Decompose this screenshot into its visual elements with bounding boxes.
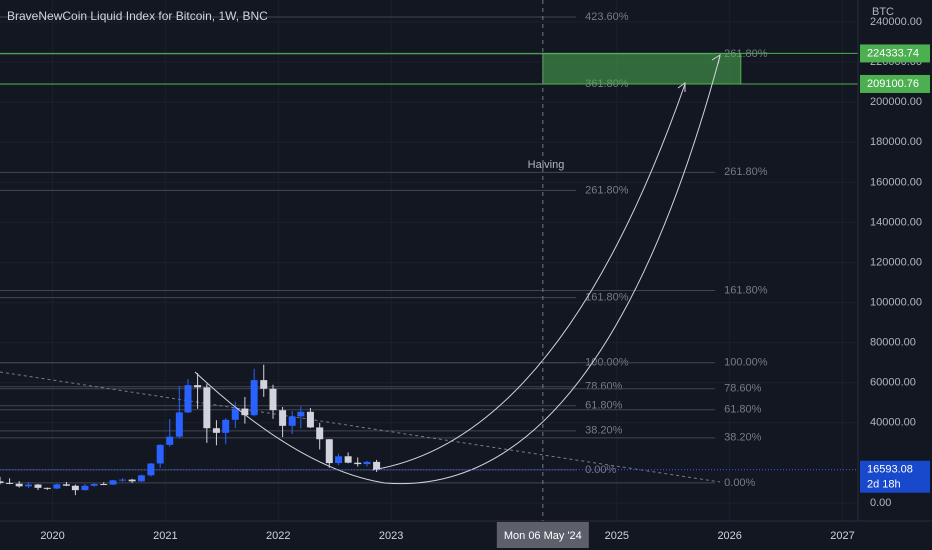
candle-body xyxy=(0,481,4,483)
candle-body xyxy=(316,427,324,440)
candle-body xyxy=(62,484,70,486)
projection-arc xyxy=(371,83,686,471)
price-tag-label: 16593.08 xyxy=(867,464,913,476)
fib-label: 38.20% xyxy=(724,432,762,444)
candle-body xyxy=(363,461,371,465)
crosshair-label: Mon 06 May '24 xyxy=(504,530,582,542)
candle-body xyxy=(156,444,164,464)
grid xyxy=(0,0,858,521)
y-tick-label: 240000.00 xyxy=(870,16,922,28)
candle-body xyxy=(260,380,268,389)
target-box xyxy=(542,52,742,85)
candle-body xyxy=(354,462,362,465)
fib-label: 423.60% xyxy=(585,11,629,23)
x-tick-label: 2023 xyxy=(379,530,403,542)
candle-body xyxy=(184,385,192,413)
candles xyxy=(0,364,381,496)
candle-body xyxy=(231,408,239,420)
fib-label: 61.80% xyxy=(724,404,762,416)
price-tag xyxy=(860,460,930,493)
x-tick-label: 2026 xyxy=(717,530,741,542)
fib-label: 261.80% xyxy=(585,184,629,196)
price-tag-label: 209100.76 xyxy=(867,78,919,90)
candle-body xyxy=(250,380,258,416)
x-tick-label: 2027 xyxy=(830,530,854,542)
y-tick-label: 80000.00 xyxy=(870,337,916,349)
candle-body xyxy=(194,385,202,388)
x-tick-label: 2025 xyxy=(605,530,629,542)
candle-body xyxy=(100,484,108,486)
candle-body xyxy=(166,436,174,445)
projection-arc xyxy=(194,55,721,485)
candle-body xyxy=(34,484,42,488)
candle-body xyxy=(306,411,314,428)
candle-body xyxy=(6,482,14,484)
y-tick-label: 180000.00 xyxy=(870,136,922,148)
candle-body xyxy=(119,479,127,481)
candle-body xyxy=(90,484,98,486)
candle-body xyxy=(81,485,89,491)
fib-label: 261.80% xyxy=(724,166,768,178)
fib-label: 38.20% xyxy=(585,425,623,437)
unit-label: BTC xyxy=(872,6,894,18)
trend-line xyxy=(0,371,721,483)
halving-label: Halving xyxy=(528,159,565,171)
candle-body xyxy=(241,408,249,416)
x-tick-label: 2021 xyxy=(153,530,177,542)
candle-body xyxy=(43,487,51,489)
candle-body xyxy=(128,479,136,482)
price-tag xyxy=(860,74,930,93)
fib-label: 100.00% xyxy=(724,357,768,369)
fib-label: 161.80% xyxy=(585,291,629,303)
fib-label: 161.80% xyxy=(724,284,768,296)
price-tag xyxy=(860,44,930,63)
candle-body xyxy=(288,416,296,426)
countdown-label: 2d 18h xyxy=(867,479,901,491)
candle-body xyxy=(15,483,23,487)
y-tick-label: 60000.00 xyxy=(870,377,916,389)
candle-body xyxy=(344,456,352,463)
y-tick-label: 0.00 xyxy=(870,497,891,509)
arrow-head xyxy=(677,53,721,92)
candle-body xyxy=(203,387,211,429)
y-tick-label: 100000.00 xyxy=(870,296,922,308)
candle-body xyxy=(373,461,381,470)
candle-body xyxy=(335,456,343,464)
y-tick-label: 140000.00 xyxy=(870,216,922,228)
candle-body xyxy=(175,412,183,437)
fib-label: 78.60% xyxy=(585,381,623,393)
y-tick-label: 160000.00 xyxy=(870,176,922,188)
candle-body xyxy=(24,484,32,487)
candle-body xyxy=(137,475,145,482)
fib-label: 0.00% xyxy=(724,477,755,489)
candle-body xyxy=(325,439,333,464)
y-tick-label: 120000.00 xyxy=(870,256,922,268)
fib-label: 78.60% xyxy=(724,383,762,395)
y-tick-label: 200000.00 xyxy=(870,96,922,108)
target-zone xyxy=(0,52,858,85)
candle-body xyxy=(71,485,79,491)
candle-body xyxy=(297,411,305,417)
candle-body xyxy=(222,419,230,433)
candle-body xyxy=(53,484,61,489)
candle-body xyxy=(109,480,117,485)
candle-body xyxy=(269,388,277,411)
crosshair-tag xyxy=(496,522,589,548)
x-tick-label: 2022 xyxy=(266,530,290,542)
price-tag-label: 224333.74 xyxy=(867,47,919,59)
candle-body xyxy=(279,410,287,426)
chart-title: BraveNewCoin Liquid Index for Bitcoin, 1… xyxy=(7,9,268,23)
x-tick-label: 2020 xyxy=(40,530,64,542)
fib-label: 61.80% xyxy=(585,400,623,412)
y-tick-label: 40000.00 xyxy=(870,417,916,429)
candle-body xyxy=(212,428,220,433)
